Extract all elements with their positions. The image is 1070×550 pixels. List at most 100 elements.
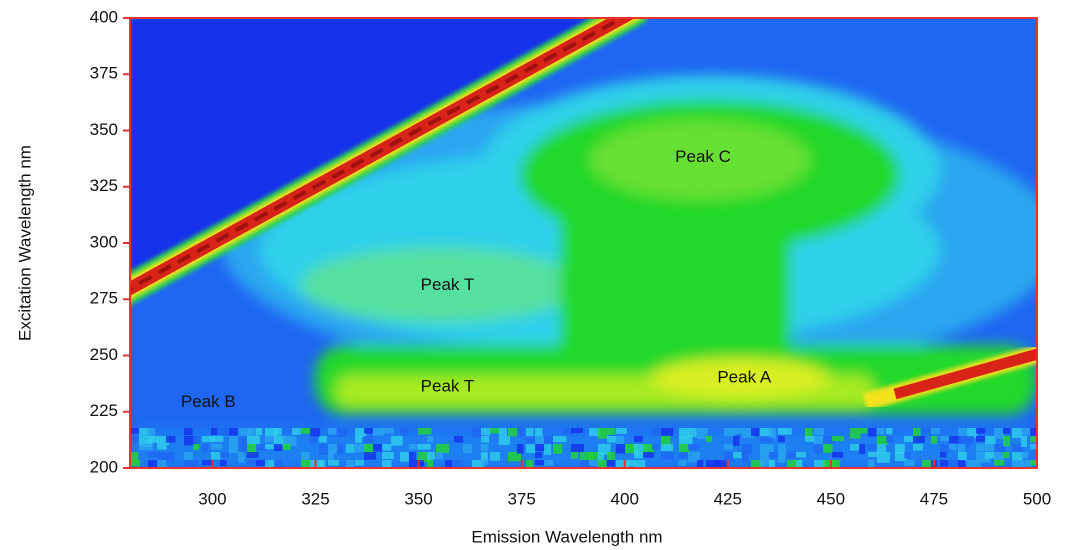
noise-cell bbox=[229, 436, 243, 445]
noise-cell bbox=[283, 436, 297, 446]
noise-cell bbox=[535, 452, 542, 459]
noise-cell bbox=[823, 436, 836, 445]
noise-cell bbox=[346, 444, 355, 453]
noise-cell bbox=[751, 460, 764, 468]
noise-cell bbox=[985, 436, 996, 444]
noise-cell bbox=[1003, 452, 1010, 458]
noise-cell bbox=[742, 428, 755, 438]
noise-cell bbox=[184, 452, 193, 461]
noise-cell bbox=[679, 460, 687, 466]
noise-cell bbox=[634, 436, 643, 443]
noise-cell bbox=[616, 428, 627, 434]
noise-cell bbox=[526, 436, 539, 446]
noise-cell bbox=[427, 452, 436, 460]
y-tick-label: 325 bbox=[90, 176, 118, 195]
noise-cell bbox=[1021, 452, 1029, 459]
noise-cell bbox=[796, 460, 803, 468]
noise-cell bbox=[220, 460, 227, 467]
noise-cell bbox=[130, 436, 141, 442]
noise-cell bbox=[769, 460, 776, 468]
noise-cell bbox=[310, 436, 318, 444]
noise-cell bbox=[580, 452, 593, 461]
contour-field bbox=[130, 18, 1037, 468]
y-tick-label: 375 bbox=[90, 64, 118, 83]
noise-cell bbox=[643, 444, 655, 454]
noise-cell bbox=[319, 444, 328, 455]
noise-cell bbox=[355, 436, 362, 443]
noise-cell bbox=[139, 436, 153, 447]
noise-cell bbox=[976, 428, 986, 434]
noise-cell bbox=[967, 460, 981, 468]
noise-cell bbox=[220, 452, 229, 458]
noise-cell bbox=[454, 460, 463, 467]
noise-cell bbox=[652, 444, 659, 450]
noise-cell bbox=[148, 452, 157, 458]
noise-cell bbox=[130, 460, 140, 467]
noise-cell bbox=[544, 444, 552, 455]
noise-cell bbox=[544, 460, 554, 466]
noise-cell bbox=[328, 428, 337, 435]
noise-cell bbox=[418, 460, 425, 467]
noise-cell bbox=[274, 428, 282, 436]
noise-cell bbox=[832, 460, 841, 468]
noise-cell bbox=[760, 428, 773, 438]
noise-cell bbox=[544, 436, 554, 445]
noise-cell bbox=[508, 428, 520, 437]
noise-cell bbox=[958, 436, 971, 447]
noise-cell bbox=[184, 428, 193, 436]
noise-cell bbox=[157, 444, 167, 450]
noise-cell bbox=[490, 452, 501, 461]
noise-cell bbox=[400, 452, 410, 462]
noise-cell bbox=[499, 428, 507, 436]
noise-cell bbox=[598, 460, 607, 468]
noise-cell bbox=[382, 444, 392, 451]
noise-cell bbox=[607, 460, 615, 467]
noise-cell bbox=[742, 444, 752, 455]
noise-cell bbox=[508, 452, 521, 462]
noise-cell bbox=[409, 452, 416, 461]
noise-cell bbox=[526, 460, 534, 468]
noise-cell bbox=[976, 436, 987, 442]
noise-cell bbox=[877, 452, 891, 463]
noise-cell bbox=[526, 428, 534, 438]
noise-cell bbox=[733, 428, 743, 434]
y-tick-label: 350 bbox=[90, 120, 118, 139]
noise-cell bbox=[373, 428, 384, 436]
noise-cell bbox=[274, 444, 283, 452]
noise-cell bbox=[598, 452, 605, 462]
noise-cell bbox=[1030, 444, 1037, 450]
noise-cell bbox=[382, 460, 392, 468]
noise-cell bbox=[1003, 436, 1010, 447]
noise-cell bbox=[319, 460, 326, 468]
noise-cell bbox=[274, 460, 282, 468]
noise-cell bbox=[877, 444, 886, 454]
noise-cell bbox=[967, 428, 978, 438]
noise-cell bbox=[310, 428, 321, 437]
noise-cell bbox=[598, 444, 611, 455]
noise-cell bbox=[553, 444, 563, 454]
noise-cell bbox=[211, 428, 218, 436]
noise-cell bbox=[427, 460, 434, 468]
noise-cell bbox=[382, 428, 394, 434]
y-tick-label: 300 bbox=[90, 232, 118, 251]
noise-cell bbox=[832, 436, 844, 442]
noise-cell bbox=[859, 444, 866, 454]
noise-cell bbox=[679, 452, 693, 459]
noise-cell bbox=[949, 436, 961, 444]
noise-cell bbox=[787, 460, 801, 467]
noise-cell bbox=[256, 460, 269, 467]
y-tick-label: 200 bbox=[90, 457, 118, 476]
noise-cell bbox=[940, 444, 952, 453]
noise-cell bbox=[355, 428, 367, 438]
noise-cell bbox=[265, 444, 274, 450]
noise-cell bbox=[949, 444, 957, 450]
noise-cell bbox=[364, 452, 376, 460]
noise-cell bbox=[1003, 428, 1011, 434]
noise-cell bbox=[355, 444, 365, 453]
noise-cell bbox=[706, 460, 720, 468]
noise-cell bbox=[778, 452, 786, 463]
noise-cell bbox=[994, 428, 1005, 439]
noise-cell bbox=[184, 436, 196, 446]
noise-cell bbox=[823, 444, 833, 453]
x-tick-label: 500 bbox=[1023, 489, 1051, 508]
